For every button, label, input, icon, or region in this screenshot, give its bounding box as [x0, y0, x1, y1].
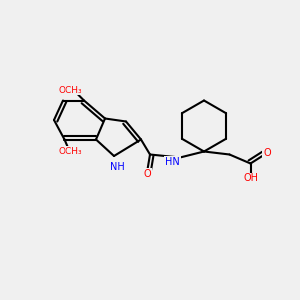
Text: O: O: [263, 148, 271, 158]
Text: OCH₃: OCH₃: [59, 85, 82, 94]
Text: OH: OH: [243, 173, 258, 184]
Text: OCH₃: OCH₃: [59, 147, 82, 156]
Text: NH: NH: [110, 161, 124, 172]
Text: O: O: [143, 169, 151, 179]
Text: HN: HN: [165, 157, 180, 167]
